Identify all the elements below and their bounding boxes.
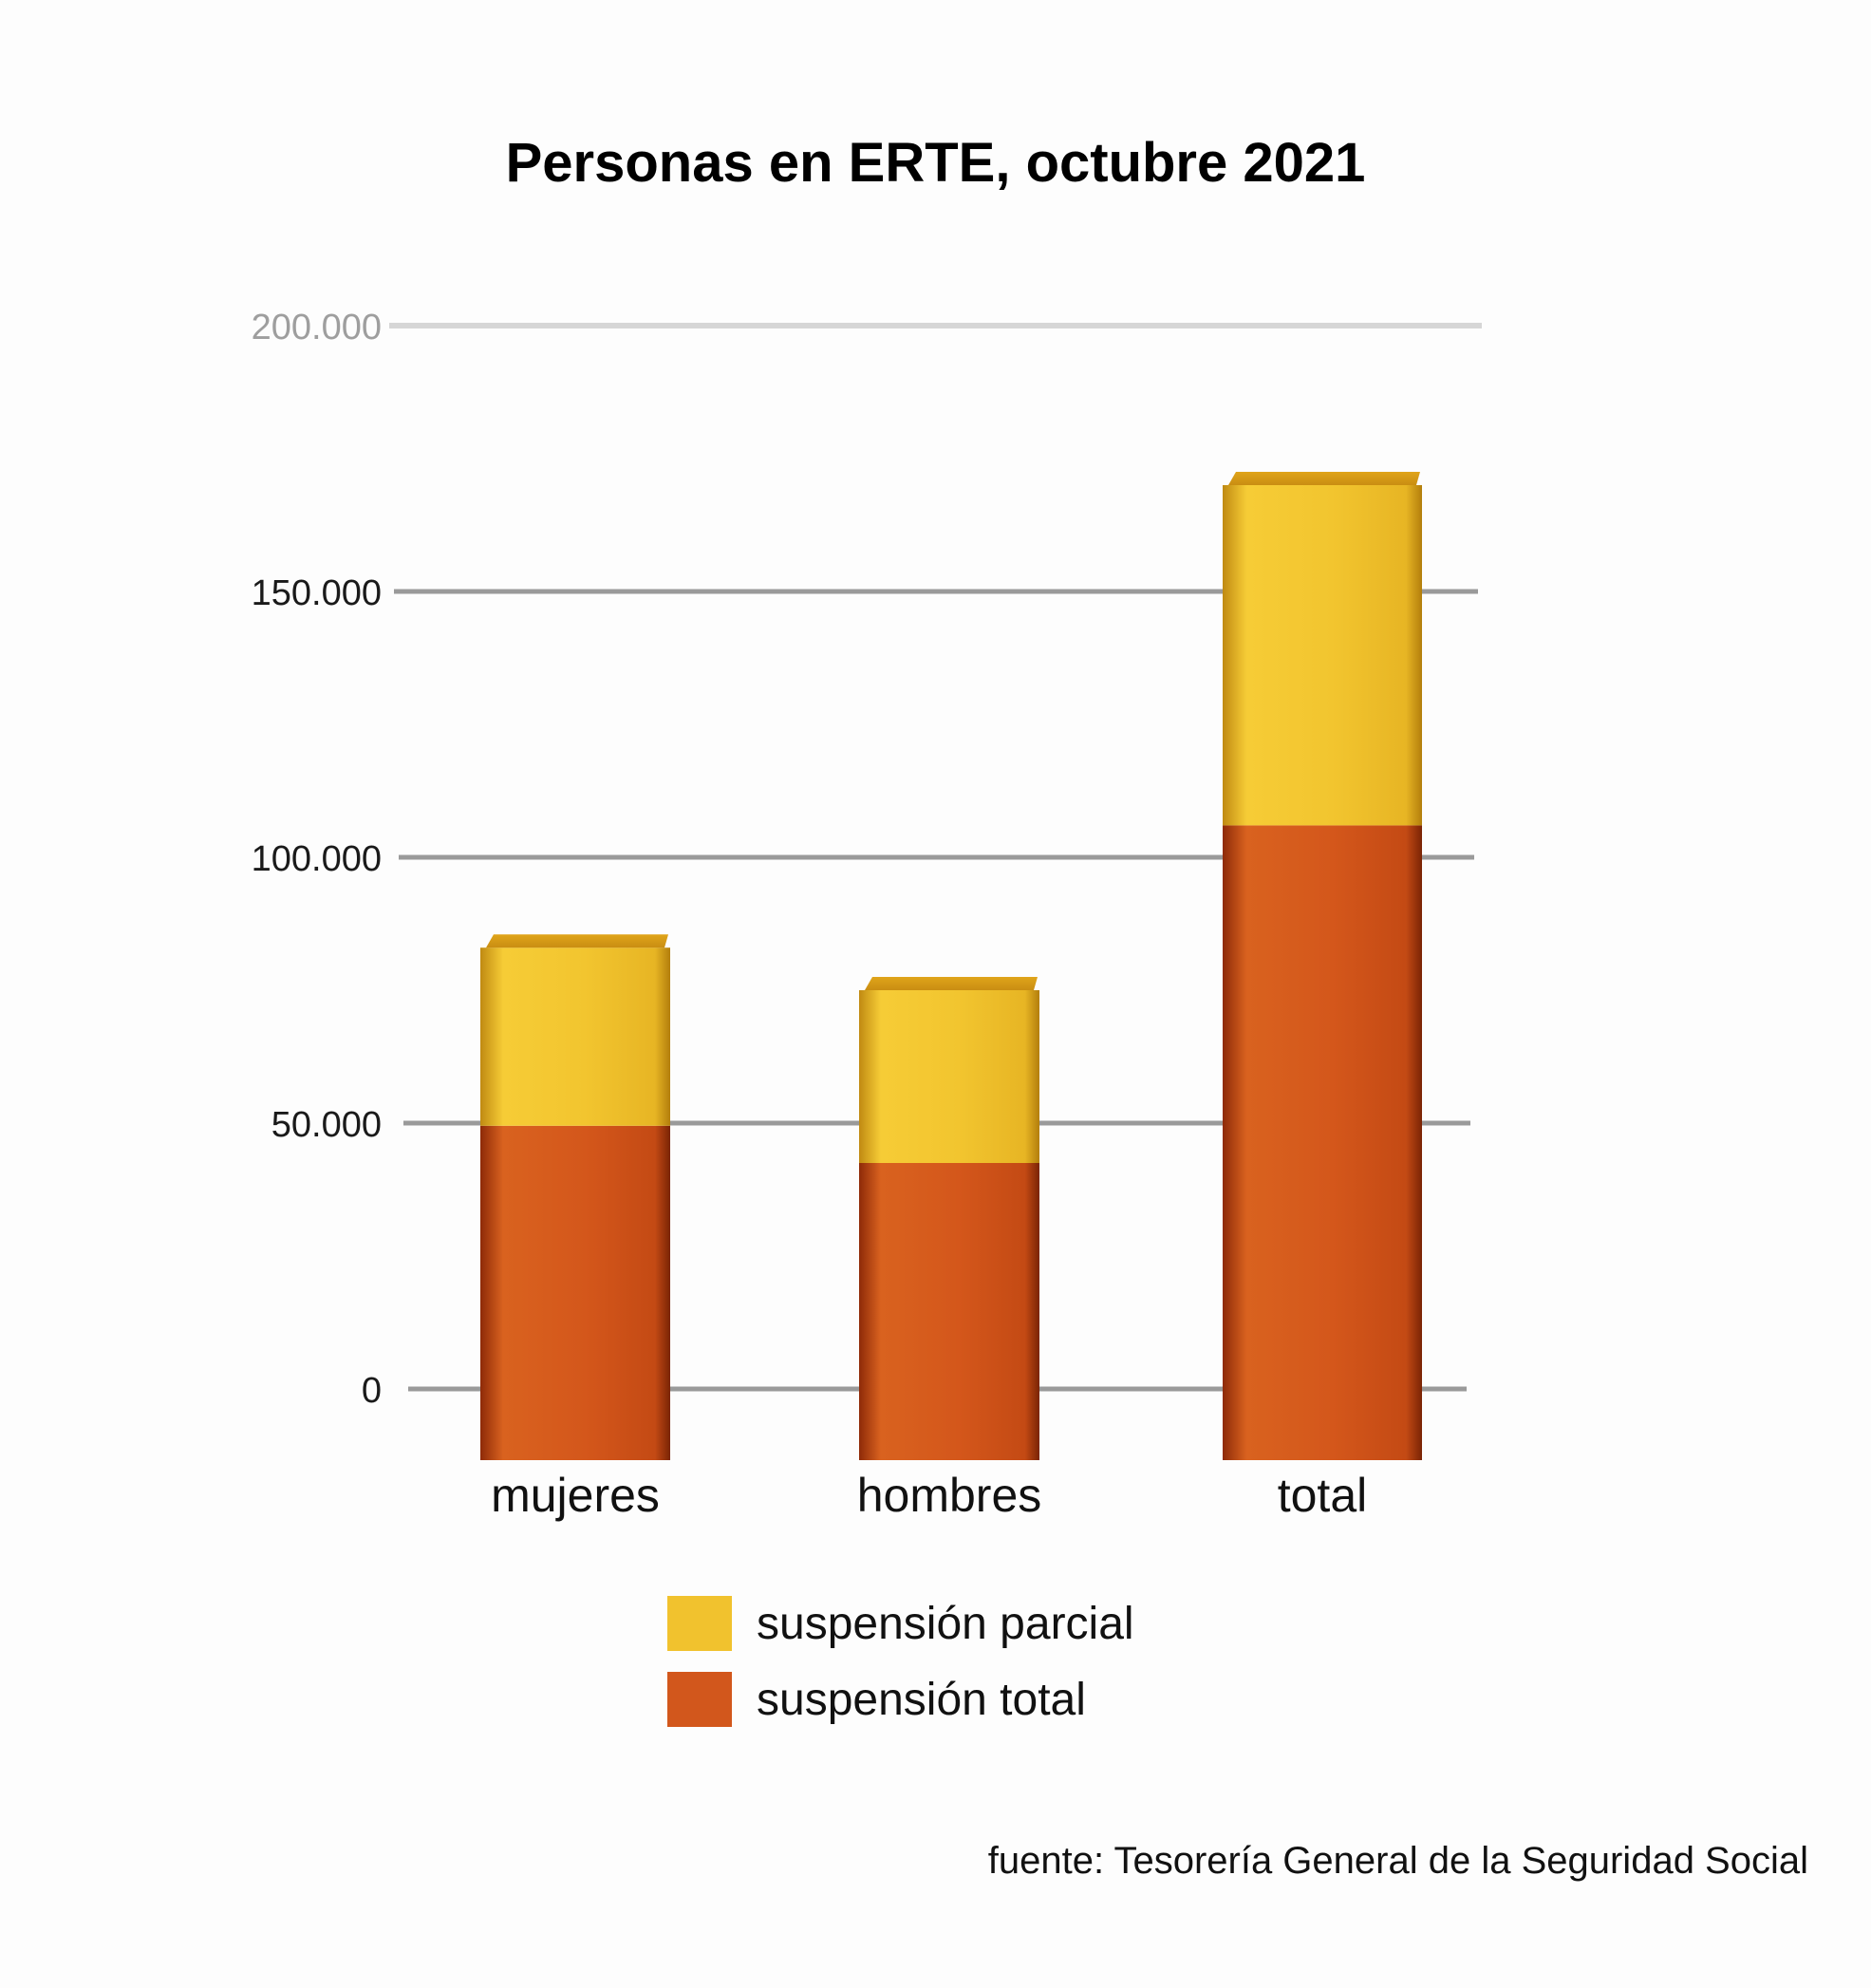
chart-title: Personas en ERTE, octubre 2021 [505,132,1366,194]
bar-total-total [1223,825,1422,1460]
bar-cap-total [1228,472,1420,485]
x-category-label: hombres [857,1469,1042,1522]
legend-label-total: suspensión total [757,1674,1086,1725]
bar-total-parcial [1223,485,1422,826]
y-tick-label: 150.000 [252,573,382,613]
legend-label-parcial: suspensión parcial [757,1598,1134,1649]
legend-item-parcial: suspensión parcial [667,1595,1134,1652]
legend-swatch-parcial [667,1596,732,1651]
bar-mujeres-total [480,1125,670,1460]
bar-hombres-total [859,1163,1039,1460]
bar-cap-hombres [865,977,1038,990]
bar-cap-mujeres [486,934,668,948]
bar-hombres-parcial [859,990,1039,1163]
y-tick-label: 0 [362,1371,382,1411]
x-category-label: total [1278,1469,1368,1522]
y-tick-label: 200.000 [252,308,382,347]
y-tick-label: 50.000 [271,1105,382,1145]
legend-item-total: suspensión total [667,1671,1086,1728]
legend-swatch-total [667,1672,732,1727]
x-category-label: mujeres [491,1469,660,1522]
bar-mujeres-parcial [480,947,670,1126]
source-note: fuente: Tesorería General de la Segurida… [987,1840,1808,1882]
y-tick-label: 100.000 [252,839,382,879]
